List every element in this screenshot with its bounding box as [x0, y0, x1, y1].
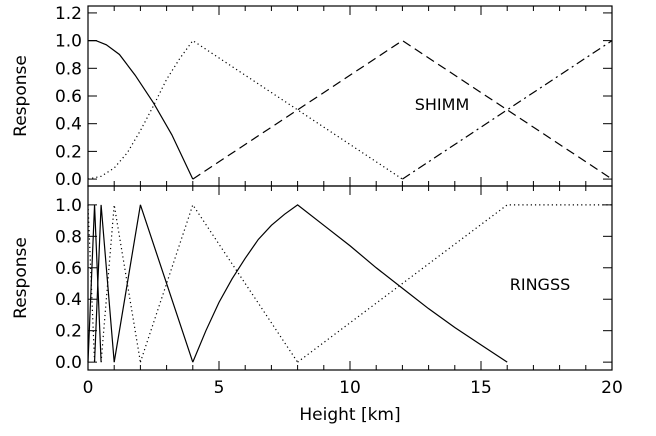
- shimm-series-line-2: [192, 39, 613, 180]
- shimm-ytick-label: 1.2: [55, 4, 82, 24]
- shimm-panel-label: SHIMM: [415, 95, 470, 114]
- x-tick-label: 20: [601, 378, 623, 398]
- ringss-ytick-label: 0.2: [55, 322, 82, 342]
- ringss-series-line-2: [93, 204, 115, 363]
- ringss-series-line-1: [87, 204, 96, 363]
- shimm-y-axis-title: Response: [11, 55, 31, 137]
- shimm-ytick-label: 0.4: [55, 115, 82, 135]
- shimm-plot-frame: [87, 5, 613, 187]
- ringss-series-line-0: [87, 204, 102, 363]
- x-tick-label: 10: [339, 378, 361, 398]
- shimm-ytick-label: 0.6: [55, 87, 82, 107]
- ringss-ytick-label: 0.6: [55, 259, 82, 279]
- ringss-series-line-6: [192, 204, 508, 363]
- shimm-series-line-1: [87, 39, 403, 180]
- shimm-ytick-label: 0.2: [55, 142, 82, 162]
- ringss-ytick-label: 0.8: [55, 227, 82, 247]
- shimm-panel: 0.0 0.2 0.4 0.6 0.8 1.0 1.2 Response SHIMM: [11, 4, 613, 190]
- x-tick-label: 5: [214, 378, 225, 398]
- shimm-series-line-0: [88, 40, 194, 180]
- x-tick-label: 0: [83, 378, 94, 398]
- ringss-ytick-label: 0.4: [55, 290, 82, 310]
- ringss-y-axis-title: Response: [11, 237, 31, 319]
- shimm-series-line-3: [402, 40, 613, 180]
- ringss-panel: 0.0 0.2 0.4 0.6 0.8 1.0 0 5 10 15 20 Response RINGSS: [11, 185, 623, 398]
- ringss-series-line-3: [100, 204, 141, 363]
- ringss-series-line-7: [297, 204, 612, 363]
- ringss-series-line-4: [113, 204, 194, 363]
- ringss-ytick-label: 0.0: [55, 353, 82, 373]
- shimm-ytick-label: 0.8: [55, 59, 82, 79]
- x-tick-label: 15: [470, 378, 492, 398]
- ringss-panel-label: RINGSS: [510, 275, 571, 294]
- shimm-ytick-label: 0.0: [55, 170, 82, 190]
- ringss-series-line-5: [139, 203, 299, 363]
- x-axis-title: Height [km]: [299, 405, 400, 425]
- shimm-ytick-label: 1.0: [55, 32, 82, 52]
- ringss-ytick-label: 1.0: [55, 196, 82, 216]
